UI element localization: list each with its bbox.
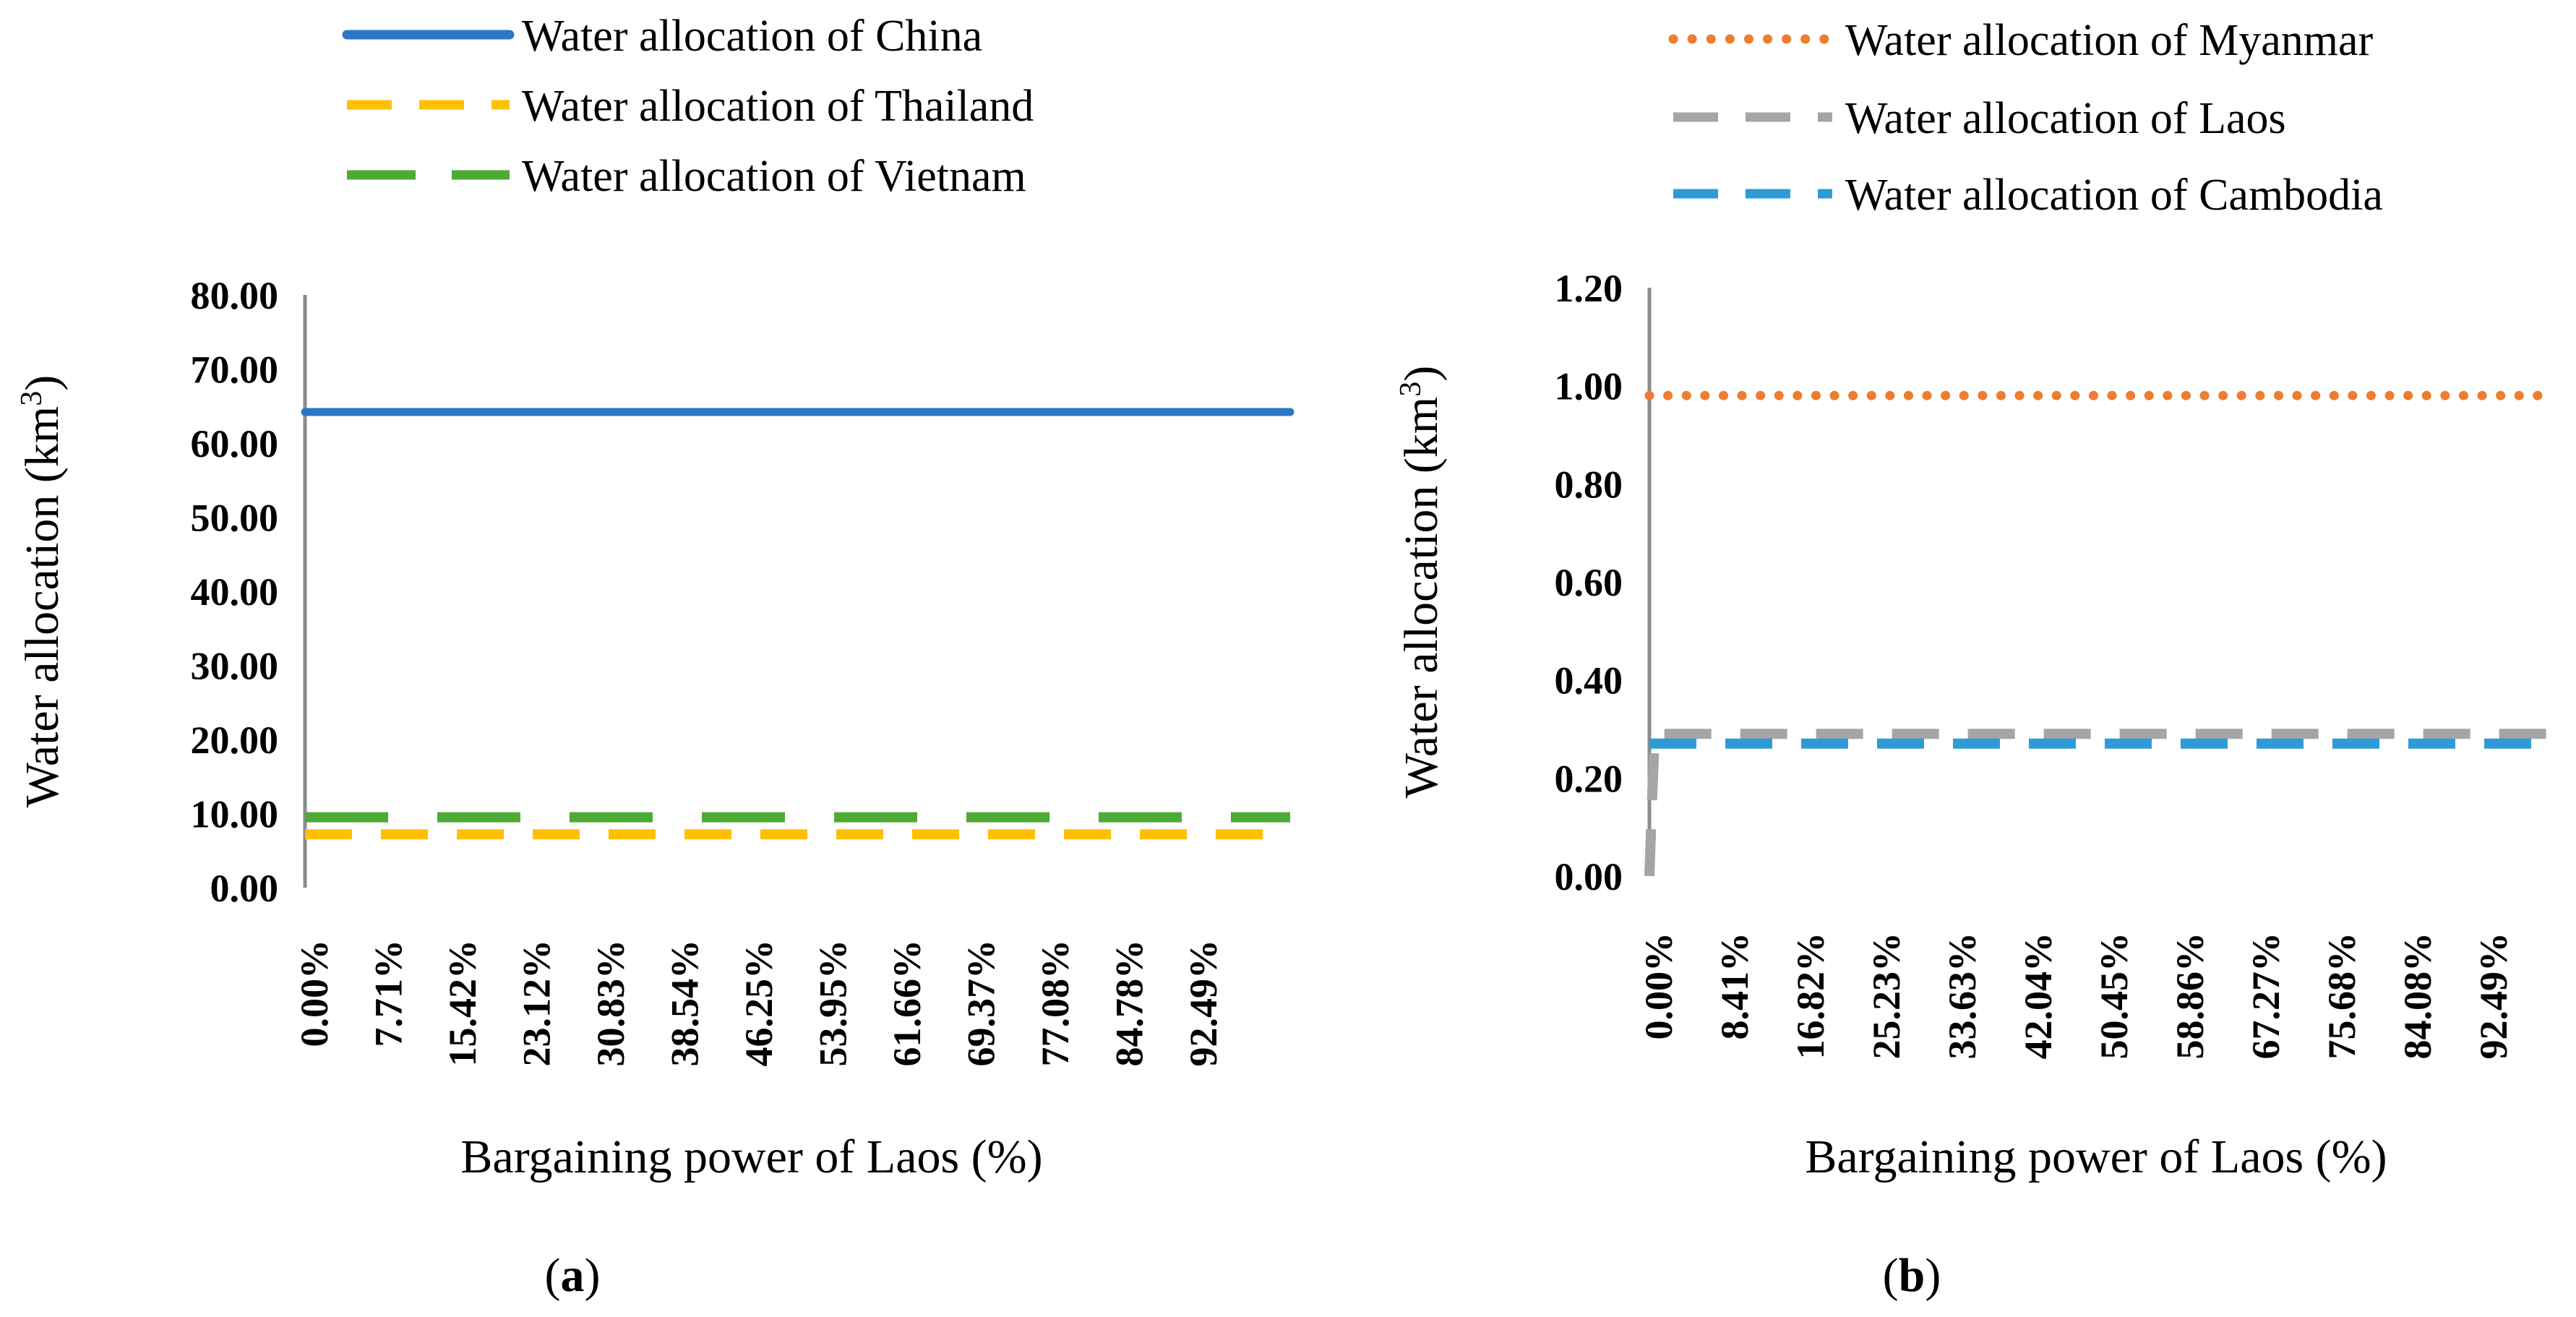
y-tick-label: 20.00 bbox=[191, 718, 279, 762]
y-tick-labels-a: 0.00 10.00 20.00 30.00 40.00 50.00 60.00 70.00 8… bbox=[191, 274, 279, 910]
x-axis-b: 0.00% 8.41% 16.82% 25.23% 33.63% 42.04% 50.45%… bbox=[1637, 932, 2515, 1060]
x-tick-labels-b: 0.00% 8.41% 16.82% 25.23% 33.63% 42.04% 50.45%… bbox=[1637, 932, 2515, 1060]
x-tick-label: 7.71% bbox=[367, 940, 411, 1047]
legend-item-cambodia: Water allocation of Cambodia bbox=[1673, 171, 2383, 220]
x-axis-title-a: Bargaining power of Laos (%) bbox=[460, 1131, 1042, 1183]
x-tick-label: 84.78% bbox=[1108, 940, 1151, 1067]
legend-b: Water allocation of Myanmar Water alloca… bbox=[1668, 16, 2383, 220]
panel-label-a: (a) bbox=[545, 1249, 601, 1302]
panel-b: Water allocation of Myanmar Water alloca… bbox=[1394, 16, 2560, 1302]
x-tick-label: 25.23% bbox=[1865, 932, 1908, 1060]
panel-label-b: (b) bbox=[1883, 1249, 1941, 1302]
y-tick-label: 0.20 bbox=[1555, 757, 1623, 800]
x-tick-label: 15.42% bbox=[441, 940, 484, 1067]
y-tick-label: 0.00 bbox=[210, 867, 279, 910]
x-tick-label: 0.00% bbox=[1637, 932, 1680, 1040]
y-axis-a: 0.00 10.00 20.00 30.00 40.00 50.00 60.00 70.00 8… bbox=[191, 274, 307, 910]
legend-label-thailand: Water allocation of Thailand bbox=[522, 82, 1034, 131]
x-tick-label: 38.54% bbox=[664, 940, 707, 1067]
legend-label-myanmar: Water allocation of Myanmar bbox=[1845, 16, 2373, 65]
x-tick-label: 53.95% bbox=[812, 940, 855, 1067]
y-axis-title-a: Water allocation (km3) bbox=[15, 375, 69, 807]
legend-label-cambodia: Water allocation of Cambodia bbox=[1845, 171, 2383, 220]
legend-label-laos: Water allocation of Laos bbox=[1845, 94, 2286, 143]
panel-a: Water allocation of China Water allocati… bbox=[15, 12, 1295, 1302]
y-tick-label: 1.20 bbox=[1555, 267, 1623, 310]
legend-item-myanmar: Water allocation of Myanmar bbox=[1668, 16, 2373, 65]
x-tick-label: 50.45% bbox=[2092, 932, 2136, 1060]
x-tick-label: 67.27% bbox=[2244, 932, 2288, 1060]
y-tick-label: 0.80 bbox=[1555, 463, 1623, 506]
y-tick-label: 50.00 bbox=[191, 497, 279, 540]
x-tick-label: 23.12% bbox=[515, 940, 559, 1067]
x-tick-label: 84.08% bbox=[2396, 932, 2439, 1060]
y-tick-label: 70.00 bbox=[191, 348, 279, 392]
series-line-laos bbox=[1644, 729, 2555, 877]
series-group-b bbox=[1644, 390, 2560, 877]
x-axis-a: 0.00% 7.71% 15.42% 23.12% 30.83% 38.54% 46.25%… bbox=[293, 940, 1225, 1067]
y-axis-b: 0.00 0.20 0.40 0.60 0.80 1.00 1.20 bbox=[1555, 267, 1652, 898]
x-tick-label: 77.08% bbox=[1034, 940, 1077, 1067]
x-tick-label: 0.00% bbox=[293, 940, 336, 1047]
y-tick-label: 0.60 bbox=[1555, 561, 1623, 604]
legend-item-china: Water allocation of China bbox=[342, 12, 982, 61]
x-tick-label: 69.37% bbox=[960, 940, 1003, 1067]
x-tick-label: 46.25% bbox=[737, 940, 781, 1067]
legend-label-vietnam: Water allocation of Vietnam bbox=[522, 152, 1026, 201]
y-tick-label: 40.00 bbox=[191, 570, 279, 614]
x-axis-title-b: Bargaining power of Laos (%) bbox=[1805, 1131, 2387, 1183]
legend-label-china: Water allocation of China bbox=[522, 12, 982, 61]
x-tick-label: 42.04% bbox=[2017, 932, 2060, 1060]
series-group-a bbox=[301, 408, 1295, 840]
x-tick-label: 92.49% bbox=[2472, 932, 2515, 1060]
legend-item-laos: Water allocation of Laos bbox=[1673, 94, 2286, 143]
legend-item-vietnam: Water allocation of Vietnam bbox=[347, 152, 1026, 201]
y-tick-label: 80.00 bbox=[191, 274, 279, 317]
x-tick-label: 92.49% bbox=[1182, 940, 1225, 1067]
legend-a: Water allocation of China Water allocati… bbox=[342, 12, 1034, 201]
y-tick-label: 1.00 bbox=[1555, 365, 1623, 408]
x-tick-label: 58.86% bbox=[2168, 932, 2212, 1060]
x-tick-label: 61.66% bbox=[885, 940, 929, 1067]
y-tick-label: 30.00 bbox=[191, 645, 279, 688]
x-tick-label: 75.68% bbox=[2320, 932, 2364, 1060]
y-tick-label: 10.00 bbox=[191, 793, 279, 836]
y-tick-label: 0.00 bbox=[1555, 855, 1623, 898]
y-tick-labels-b: 0.00 0.20 0.40 0.60 0.80 1.00 1.20 bbox=[1555, 267, 1623, 898]
x-tick-label: 33.63% bbox=[1941, 932, 1984, 1060]
y-tick-label: 60.00 bbox=[191, 422, 279, 466]
x-tick-label: 8.41% bbox=[1713, 932, 1756, 1040]
x-tick-label: 30.83% bbox=[589, 940, 632, 1067]
legend-item-thailand: Water allocation of Thailand bbox=[347, 82, 1034, 131]
y-tick-label: 0.40 bbox=[1555, 659, 1623, 703]
y-axis-title-b: Water allocation (km3) bbox=[1394, 366, 1448, 798]
x-tick-label: 16.82% bbox=[1789, 932, 1832, 1060]
x-tick-labels-a: 0.00% 7.71% 15.42% 23.12% 30.83% 38.54% 46.25%… bbox=[293, 940, 1225, 1067]
